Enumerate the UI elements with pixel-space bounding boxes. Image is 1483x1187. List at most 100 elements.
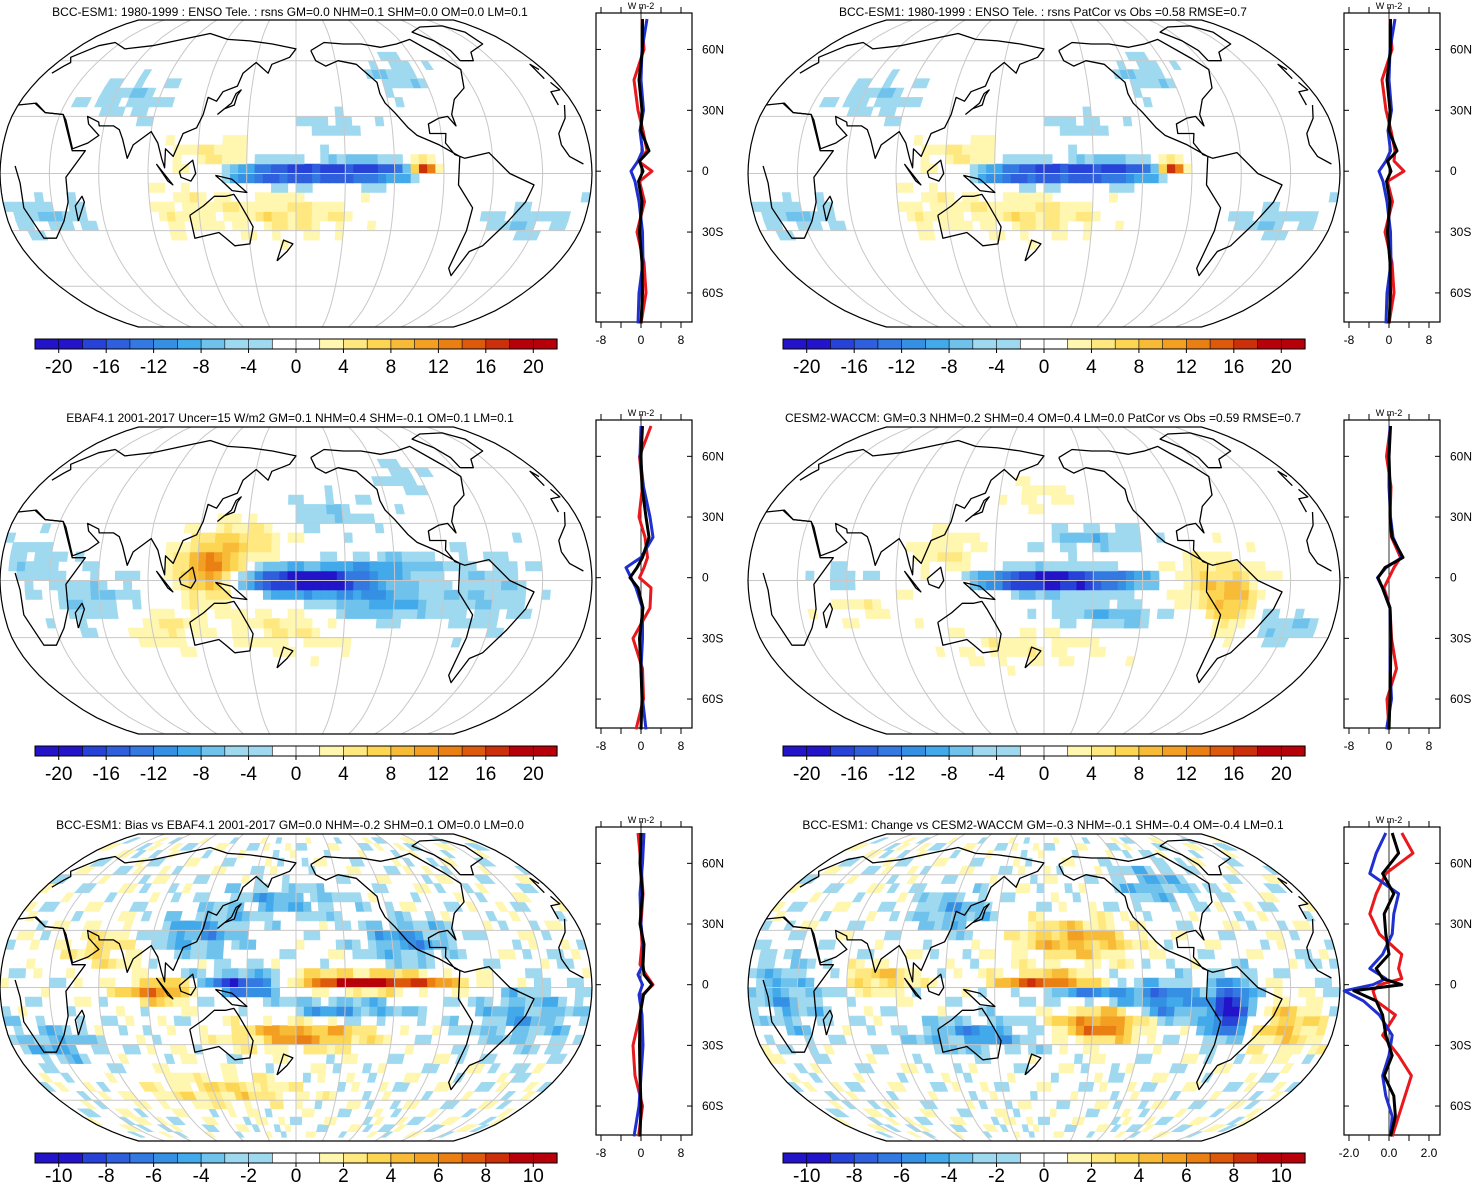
colorbar-4: -20 -16 -12 -8 -4 0 4 8 12 16 20 — [782, 745, 1306, 785]
map-cell — [426, 154, 436, 165]
map-cell — [295, 627, 305, 638]
map-cell — [495, 211, 507, 222]
map-cell — [886, 69, 901, 79]
map-cell — [405, 850, 421, 859]
map-cell — [1059, 230, 1069, 241]
map-cell — [1076, 968, 1086, 979]
map-cell — [213, 192, 224, 203]
map-cell — [1019, 996, 1028, 1007]
map-cell — [937, 551, 947, 562]
map-cell — [213, 589, 223, 600]
map-cell — [1248, 561, 1258, 572]
map-cell — [271, 182, 280, 193]
map-cell — [559, 211, 571, 222]
map-cell — [425, 857, 441, 867]
map-cell — [969, 958, 980, 969]
map-cell — [1059, 1025, 1069, 1036]
map-cell — [1125, 987, 1135, 998]
map-cell — [1023, 1100, 1032, 1110]
colorbar-box — [319, 745, 345, 757]
colorbar-box — [877, 1152, 903, 1164]
map-cell — [1010, 154, 1020, 165]
map-cell — [953, 561, 963, 572]
colorbar-box — [901, 745, 926, 757]
map-cell — [410, 580, 420, 591]
map-cell — [301, 857, 309, 867]
map-cell — [1122, 1034, 1133, 1045]
map-cell — [807, 1072, 824, 1083]
coastline — [1298, 488, 1309, 513]
map-cell — [1175, 570, 1185, 581]
map-cell — [266, 1072, 275, 1083]
colorbar-box — [390, 338, 416, 350]
meridian-line — [246, 426, 271, 735]
map-cell — [254, 201, 265, 212]
map-cell — [287, 627, 297, 638]
map-cell — [1035, 561, 1045, 572]
profile-series-black — [637, 19, 651, 324]
map-cell — [988, 1091, 999, 1101]
map-cell — [140, 1006, 150, 1017]
map-cell — [360, 192, 371, 203]
map-cell — [336, 163, 346, 174]
map-cell — [401, 1006, 411, 1017]
map-cell — [317, 901, 327, 912]
map-cell — [303, 570, 313, 581]
map-cell — [1067, 930, 1077, 941]
panel-title-4: CESM2-WACCM: GM=0.3 NHM=0.2 SHM=0.4 OM=0… — [785, 411, 1301, 425]
map-cell — [1116, 599, 1127, 610]
map-cell — [361, 561, 371, 572]
map-cell — [319, 857, 328, 867]
map-cell — [40, 570, 51, 581]
meridian-line — [895, 19, 966, 328]
map-cell — [1067, 939, 1077, 950]
map-cell — [270, 173, 280, 184]
map-cell — [181, 1006, 191, 1017]
map-cell — [1051, 920, 1061, 931]
map-cell — [1051, 580, 1061, 591]
map-cell — [994, 163, 1004, 174]
map-cell — [248, 513, 258, 524]
map-cell — [49, 561, 60, 572]
map-cell — [508, 561, 519, 572]
map-cell — [1068, 580, 1078, 591]
map-cell — [281, 874, 290, 884]
map-cell — [961, 144, 972, 155]
map-cell — [1084, 608, 1094, 619]
map-cell — [287, 977, 297, 988]
map-cell — [756, 968, 767, 979]
map-cell — [254, 154, 264, 165]
colorbar-box — [461, 338, 487, 350]
map-cell — [222, 1015, 232, 1026]
map-cell — [140, 911, 153, 922]
map-cell — [247, 523, 257, 534]
map-cell — [246, 987, 256, 998]
map-cell — [90, 589, 100, 600]
profile-ylabel: 60N — [1450, 449, 1472, 463]
map-cell — [862, 977, 872, 988]
colorbar-box — [177, 745, 202, 757]
map-cell — [1027, 154, 1037, 165]
map-cell — [196, 580, 207, 591]
map-cell — [484, 911, 498, 922]
colorbar-label: -4 — [988, 357, 1005, 378]
map-cell — [295, 220, 305, 231]
coastline — [214, 581, 248, 601]
map-cell — [870, 977, 881, 988]
map-cell — [946, 211, 957, 222]
map-cell — [929, 144, 939, 155]
map-cell — [320, 144, 330, 155]
map-cell — [532, 996, 543, 1007]
map-cell — [913, 201, 924, 212]
colorbar-box — [1138, 745, 1164, 757]
map-cell — [16, 561, 27, 572]
map-cell — [254, 968, 264, 979]
map-cell — [213, 977, 223, 988]
profile-ylabel: 30S — [702, 631, 723, 645]
map-cell — [129, 850, 148, 859]
map-cell — [1248, 968, 1258, 979]
profile-series-black — [638, 832, 654, 1137]
map-cell — [1036, 656, 1045, 667]
colorbar-label: -6 — [893, 1166, 910, 1187]
map-cell — [1116, 542, 1126, 553]
